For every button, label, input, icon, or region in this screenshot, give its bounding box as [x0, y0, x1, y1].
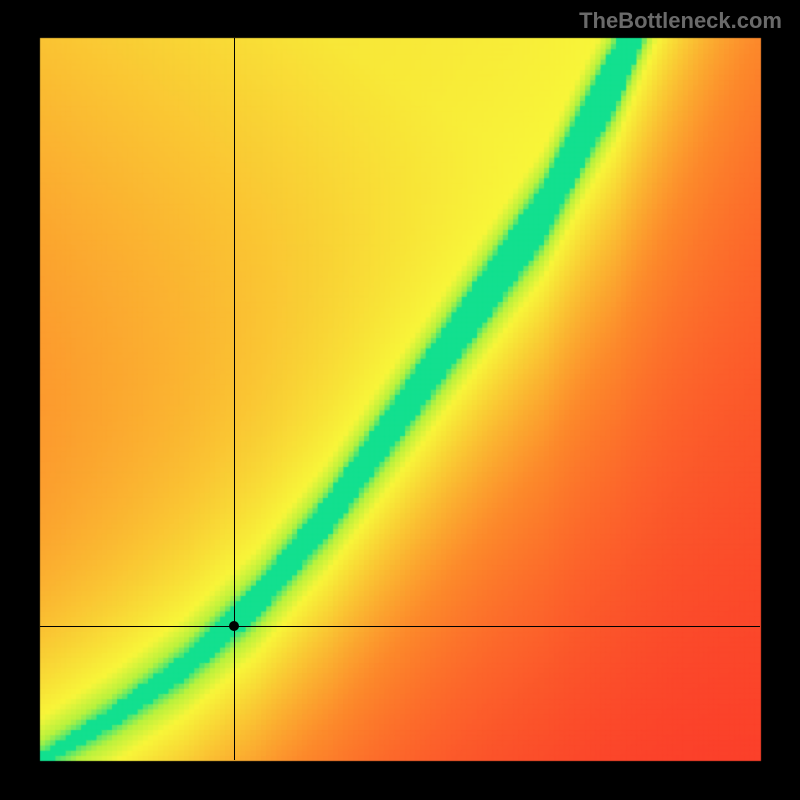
crosshair-horizontal — [40, 626, 760, 627]
crosshair-vertical — [234, 38, 235, 760]
selected-point-marker — [229, 621, 239, 631]
bottleneck-heatmap — [0, 0, 800, 800]
watermark-text: TheBottleneck.com — [579, 8, 782, 34]
